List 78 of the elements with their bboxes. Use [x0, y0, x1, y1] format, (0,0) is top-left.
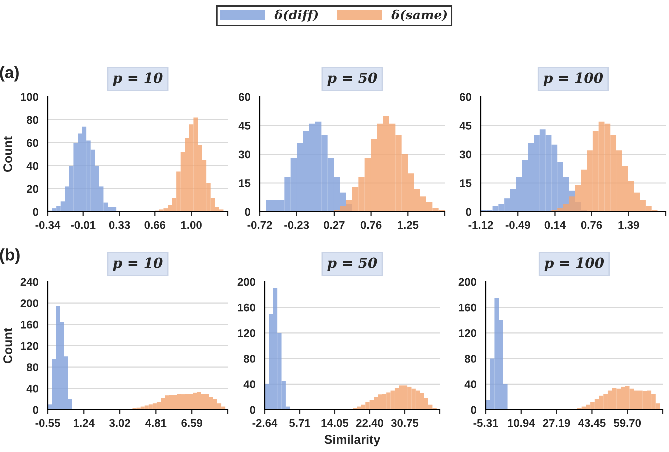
y-tick-label: 40 [464, 380, 477, 389]
x-tick-label: 43.45 [578, 419, 606, 428]
y-tick-label: 120 [238, 329, 256, 338]
y-tick-label: 40 [244, 380, 256, 389]
y-tick-label: 0 [250, 406, 256, 414]
y-tick-label: 200 [458, 278, 477, 286]
y-axis-title: Count [4, 136, 12, 172]
x-tick-label: 0.14 [544, 221, 566, 230]
y-axis-title: Count [4, 328, 12, 364]
y-tick-label: 40 [26, 162, 39, 170]
x-tick-label: 30.75 [391, 419, 419, 428]
chart-title: p = 10 [113, 258, 163, 271]
y-tick-label: 0 [466, 208, 472, 216]
y-tick-label: 40 [26, 384, 39, 393]
x-tick-label: 0.27 [324, 221, 345, 230]
text: (b) [0, 248, 20, 264]
x-tick-label: -0.23 [284, 221, 310, 230]
y-tick-label: 200 [20, 300, 39, 308]
x-tick-label: -0.34 [36, 221, 61, 230]
chart-title: p = 50 [328, 72, 378, 86]
x-tick-label: 0.66 [144, 221, 166, 230]
x-tick-label: 6.59 [182, 419, 202, 428]
y-tick-label: 0 [33, 208, 39, 216]
y-tick-label: 120 [459, 329, 477, 338]
x-tick-label: 1.25 [398, 221, 419, 230]
x-tick-label: 14.05 [322, 419, 349, 428]
x-tick-label: 4.81 [146, 419, 167, 428]
legend-label: δ(diff) [274, 10, 318, 22]
chart-title: p = 100 [544, 258, 604, 271]
x-tick-label: 22.40 [356, 419, 384, 428]
chart-title: p = 10 [113, 72, 163, 86]
y-tick-label: 160 [21, 320, 39, 329]
y-tick-label: 80 [244, 355, 256, 363]
y-tick-label: 60 [27, 139, 39, 148]
y-tick-label: 15 [460, 180, 472, 188]
y-tick-label: 45 [238, 122, 251, 130]
x-tick-label: 1.00 [181, 221, 202, 230]
x-tick-label: 5.71 [290, 419, 311, 428]
x-tick-label: 0.33 [109, 221, 130, 230]
x-tick-label: 3.02 [109, 419, 130, 428]
y-tick-label: 80 [464, 355, 477, 363]
y-tick-label: 0 [33, 406, 39, 414]
x-tick-label: 1.24 [74, 419, 95, 428]
x-tick-label: 10.94 [508, 419, 536, 428]
x-tick-label: -0.55 [36, 419, 60, 428]
x-tick-label: 1.39 [618, 221, 640, 230]
legend-label: δ(same) [392, 10, 448, 22]
x-tick-label: -0.72 [248, 221, 272, 230]
y-tick-label: 160 [238, 304, 256, 312]
chart-title: p = 50 [328, 258, 378, 271]
y-tick-label: 0 [245, 208, 251, 216]
y-tick-label: 45 [460, 122, 472, 130]
x-tick-label: 27.19 [543, 419, 570, 428]
x-tick-label: 59.70 [614, 419, 642, 428]
y-tick-label: 240 [20, 278, 39, 286]
y-tick-label: 60 [239, 93, 251, 102]
y-tick-label: 100 [21, 93, 39, 102]
chart-title: p = 100 [544, 72, 604, 86]
x-tick-label: -0.01 [71, 221, 96, 230]
x-axis-title: Similarity [324, 434, 381, 447]
y-tick-label: 30 [460, 150, 472, 159]
y-tick-label: 160 [459, 304, 477, 312]
y-tick-label: 20 [27, 185, 39, 194]
y-tick-label: 30 [238, 150, 251, 159]
x-tick-label: -2.64 [252, 419, 278, 428]
x-tick-label: 0.76 [360, 221, 382, 230]
x-tick-label: 0.76 [581, 221, 602, 230]
x-tick-label: -0.49 [506, 221, 530, 230]
y-tick-label: 80 [26, 364, 39, 372]
y-tick-label: 80 [26, 116, 39, 124]
text: (a) [0, 66, 19, 82]
y-tick-label: 120 [21, 342, 39, 350]
x-tick-label: -1.12 [468, 221, 494, 230]
y-tick-label: 0 [471, 406, 477, 414]
y-tick-label: 60 [460, 93, 472, 102]
y-tick-label: 15 [239, 180, 251, 188]
x-tick-label: -5.31 [474, 419, 498, 428]
y-tick-label: 200 [238, 278, 256, 286]
